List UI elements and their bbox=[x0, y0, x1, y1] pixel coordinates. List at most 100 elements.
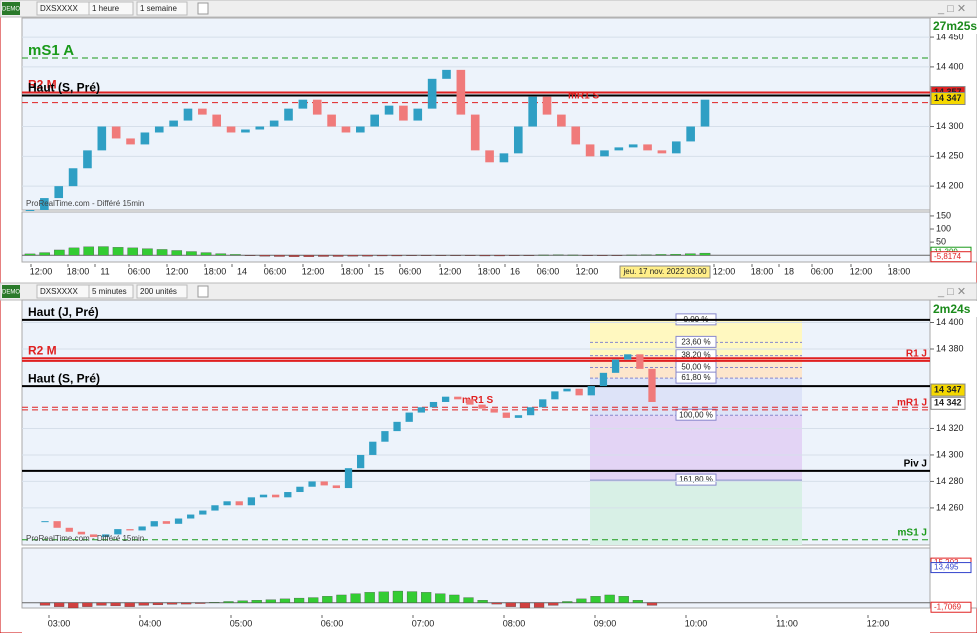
price-tick-label: 14 400 bbox=[936, 317, 964, 327]
candle bbox=[599, 372, 608, 387]
histogram-bar bbox=[590, 596, 601, 603]
candle bbox=[657, 150, 667, 154]
candle bbox=[198, 108, 207, 115]
candle bbox=[369, 441, 377, 455]
histogram-bar bbox=[626, 254, 637, 256]
candle bbox=[456, 69, 466, 115]
candle bbox=[539, 399, 547, 408]
candle bbox=[226, 126, 236, 133]
price-tick-label: 14 380 bbox=[936, 343, 964, 353]
candle bbox=[526, 407, 535, 416]
histogram-bar bbox=[171, 250, 183, 256]
candle bbox=[211, 505, 219, 511]
dropdown[interactable] bbox=[136, 284, 188, 299]
histogram-bar bbox=[611, 255, 623, 256]
dropdown-label[interactable]: DXSXXXX bbox=[40, 287, 78, 296]
histogram-bar bbox=[450, 255, 461, 256]
dropdown-label[interactable]: 200 unités bbox=[140, 287, 177, 296]
histogram-bar bbox=[552, 254, 564, 256]
dropdown-label[interactable]: 1 heure bbox=[92, 4, 120, 13]
candle bbox=[97, 126, 107, 151]
price-marker-label: 14 347 bbox=[934, 384, 962, 394]
candle bbox=[174, 518, 183, 524]
window-controls: _ □ ✕ bbox=[937, 286, 966, 298]
histogram-bar bbox=[39, 602, 51, 606]
price-tick-label: 14 280 bbox=[936, 476, 964, 486]
candle bbox=[183, 108, 193, 121]
candle bbox=[405, 412, 413, 422]
histogram-bar bbox=[303, 255, 315, 257]
time-label: 08:00 bbox=[503, 618, 526, 628]
indicator-marker-label: -1,7069 bbox=[934, 602, 962, 611]
fib-label-box bbox=[675, 371, 717, 384]
histogram-bar bbox=[181, 602, 192, 605]
level-label: mR1 S bbox=[568, 90, 599, 101]
candle bbox=[114, 529, 122, 535]
dropdown-label[interactable]: 1 semaine bbox=[140, 4, 177, 13]
candle bbox=[441, 396, 450, 402]
histogram-bar bbox=[479, 255, 491, 257]
candle bbox=[138, 526, 146, 531]
candle bbox=[284, 492, 292, 498]
logo-text: DEMO bbox=[2, 290, 20, 296]
histogram-bar bbox=[420, 255, 432, 256]
candle bbox=[563, 388, 571, 392]
candle bbox=[126, 529, 134, 531]
histogram-bar bbox=[124, 602, 135, 607]
candle bbox=[393, 421, 401, 432]
plot-area bbox=[21, 17, 931, 211]
histogram-bar bbox=[596, 255, 608, 256]
time-label: 07:00 bbox=[412, 618, 435, 628]
time-label: 18:00 bbox=[888, 266, 911, 276]
dropdown-label[interactable]: DXSXXXX bbox=[40, 4, 78, 13]
histogram-bar bbox=[464, 255, 476, 256]
price-marker-label: 14 347 bbox=[934, 93, 962, 103]
candle bbox=[54, 186, 64, 199]
candle bbox=[284, 108, 293, 121]
time-label: 12:00 bbox=[302, 266, 325, 276]
candle bbox=[571, 126, 581, 145]
time-label: 12:00 bbox=[713, 266, 736, 276]
time-label: 06:00 bbox=[811, 266, 834, 276]
source-label: ProRealTime.com - Différé 15min bbox=[26, 534, 144, 543]
candle bbox=[502, 412, 510, 418]
price-marker-label: 14 357 bbox=[934, 87, 962, 97]
candle bbox=[614, 147, 624, 151]
info-button[interactable] bbox=[197, 2, 209, 15]
time-label: 12:00 bbox=[576, 266, 599, 276]
dropdown[interactable] bbox=[88, 284, 134, 299]
candle bbox=[269, 120, 279, 127]
histogram-bar bbox=[618, 596, 629, 603]
time-label: 12:00 bbox=[30, 266, 53, 276]
histogram-bar bbox=[127, 247, 139, 256]
histogram-bar bbox=[392, 590, 403, 603]
candle bbox=[429, 401, 438, 408]
candle bbox=[528, 96, 537, 127]
histogram-bar bbox=[138, 602, 149, 606]
time-label: 06:00 bbox=[321, 618, 344, 628]
histogram-bar bbox=[582, 255, 593, 256]
candle bbox=[413, 108, 423, 121]
candle bbox=[332, 485, 341, 489]
level-label: mR1 J bbox=[897, 398, 927, 409]
price-tick-label: 14 400 bbox=[936, 61, 964, 71]
histogram-bar bbox=[562, 601, 573, 603]
time-label: 11:00 bbox=[776, 618, 798, 628]
dropdown-label[interactable]: 5 minutes bbox=[92, 287, 127, 296]
histogram-bar bbox=[376, 255, 388, 257]
candle bbox=[384, 105, 394, 115]
histogram-bar bbox=[156, 249, 168, 256]
level-label: mR1 S bbox=[462, 395, 493, 406]
histogram-bar bbox=[195, 602, 206, 604]
candle bbox=[68, 168, 78, 187]
info-button[interactable] bbox=[197, 285, 209, 298]
timer: 27m25s bbox=[933, 19, 977, 33]
candle bbox=[381, 431, 389, 442]
candle bbox=[25, 210, 35, 211]
candle bbox=[223, 501, 231, 506]
candle bbox=[466, 399, 474, 405]
dropdown[interactable] bbox=[136, 1, 188, 16]
histogram-bar bbox=[215, 253, 227, 256]
level-label: R1 J bbox=[906, 349, 927, 360]
dropdown[interactable] bbox=[88, 1, 134, 16]
